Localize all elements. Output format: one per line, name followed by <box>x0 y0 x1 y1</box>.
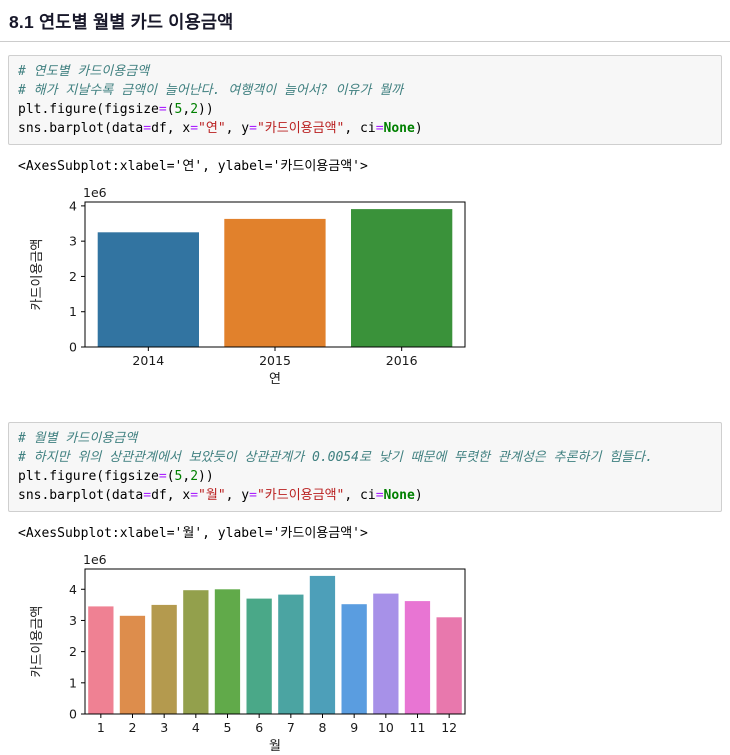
bar-2014 <box>97 232 199 347</box>
x-tick-label: 8 <box>319 720 327 735</box>
output-text-yearly: <AxesSubplot:xlabel='연', ylabel='카드이용금액'… <box>18 159 368 174</box>
code-line: # 해가 지날수록 금액이 늘어난다. 여행객이 늘어서? 이유가 뭘까 <box>18 83 404 98</box>
x-tick-label: 11 <box>410 720 426 735</box>
bar-9 <box>341 604 367 714</box>
x-axis-label: 연 <box>269 372 281 387</box>
y-tick-label: 3 <box>69 613 77 628</box>
page-title: 8.1 연도별 월별 카드 이용금액 <box>9 12 234 32</box>
bar-6 <box>246 598 272 714</box>
bar-2016 <box>351 209 453 347</box>
code-line: plt.figure(figsize=(5,2)) <box>18 102 214 117</box>
code-line: # 하지만 위의 상관관계에서 보았듯이 상관관계가 0.0054로 낮기 때문… <box>18 450 653 465</box>
code-cell-yearly[interactable]: # 연도별 카드이용금액 # 해가 지날수록 금액이 늘어난다. 여행객이 늘어서… <box>8 55 722 145</box>
bar-12 <box>436 617 462 714</box>
bar-8 <box>309 575 336 714</box>
heading-divider <box>0 41 730 42</box>
y-tick-label: 1 <box>69 675 77 690</box>
yearly-card-usage-chart: 0 1 2 3 4 2014 2015 2016 연 카드이용금액 1e6 <box>27 188 477 388</box>
bar-4 <box>183 590 209 714</box>
axis-offset-text: 1e6 <box>83 555 107 567</box>
x-tick-label: 6 <box>255 720 263 735</box>
x-tick-label: 4 <box>192 720 200 735</box>
x-tick-label: 9 <box>350 720 358 735</box>
output-text-monthly: <AxesSubplot:xlabel='월', ylabel='카드이용금액'… <box>18 526 368 541</box>
y-tick-label: 2 <box>69 269 77 284</box>
code-line: sns.barplot(data=df, x="월", y="카드이용금액", … <box>18 488 423 503</box>
x-tick-label: 12 <box>441 720 457 735</box>
bar-5 <box>214 589 241 714</box>
code-line: # 월별 카드이용금액 <box>18 431 138 446</box>
y-axis-label: 카드이용금액 <box>30 239 45 311</box>
bar-2 <box>119 615 146 714</box>
monthly-chart-wrap: 0 1 2 3 4 1 2 3 4 5 6 7 8 9 10 11 12 월 카드이용금액 1e6 <box>27 555 730 755</box>
bar-2015 <box>224 218 326 347</box>
cell-monthly: # 월별 카드이용금액 # 하지만 위의 상관관계에서 보았듯이 상관관계가 0.… <box>0 422 730 755</box>
code-line: sns.barplot(data=df, x="연", y="카드이용금액", … <box>18 121 423 136</box>
y-tick-label: 3 <box>69 234 77 249</box>
bar-11 <box>404 601 431 714</box>
x-tick-label: 2 <box>129 720 137 735</box>
bar-10 <box>373 593 399 714</box>
y-tick-label: 2 <box>69 644 77 659</box>
x-tick-label: 2015 <box>259 353 291 368</box>
code-cell-monthly[interactable]: # 월별 카드이용금액 # 하지만 위의 상관관계에서 보았듯이 상관관계가 0.… <box>8 422 722 512</box>
x-tick-label: 2014 <box>132 353 164 368</box>
x-tick-label: 3 <box>160 720 168 735</box>
bar-3 <box>151 604 177 714</box>
x-tick-label: 7 <box>287 720 295 735</box>
x-tick-label: 2016 <box>386 353 418 368</box>
bar-1 <box>88 606 114 714</box>
y-tick-label: 0 <box>69 707 77 722</box>
y-tick-label: 4 <box>69 198 77 213</box>
yearly-chart-wrap: 0 1 2 3 4 2014 2015 2016 연 카드이용금액 1e6 <box>27 188 730 388</box>
x-tick-label: 1 <box>97 720 105 735</box>
code-line: # 연도별 카드이용금액 <box>18 64 150 79</box>
x-axis-label: 월 <box>269 739 281 754</box>
y-tick-label: 4 <box>69 582 77 597</box>
x-tick-label: 10 <box>378 720 394 735</box>
x-tick-label: 5 <box>224 720 232 735</box>
axes-frame <box>84 568 466 715</box>
axis-offset-text: 1e6 <box>83 188 107 200</box>
y-axis-label: 카드이용금액 <box>30 606 45 678</box>
cell-yearly: # 연도별 카드이용금액 # 해가 지날수록 금액이 늘어난다. 여행객이 늘어서… <box>0 55 730 388</box>
code-line: plt.figure(figsize=(5,2)) <box>18 469 214 484</box>
y-tick-label: 1 <box>69 304 77 319</box>
bar-7 <box>278 594 304 714</box>
y-tick-label: 0 <box>69 340 77 355</box>
